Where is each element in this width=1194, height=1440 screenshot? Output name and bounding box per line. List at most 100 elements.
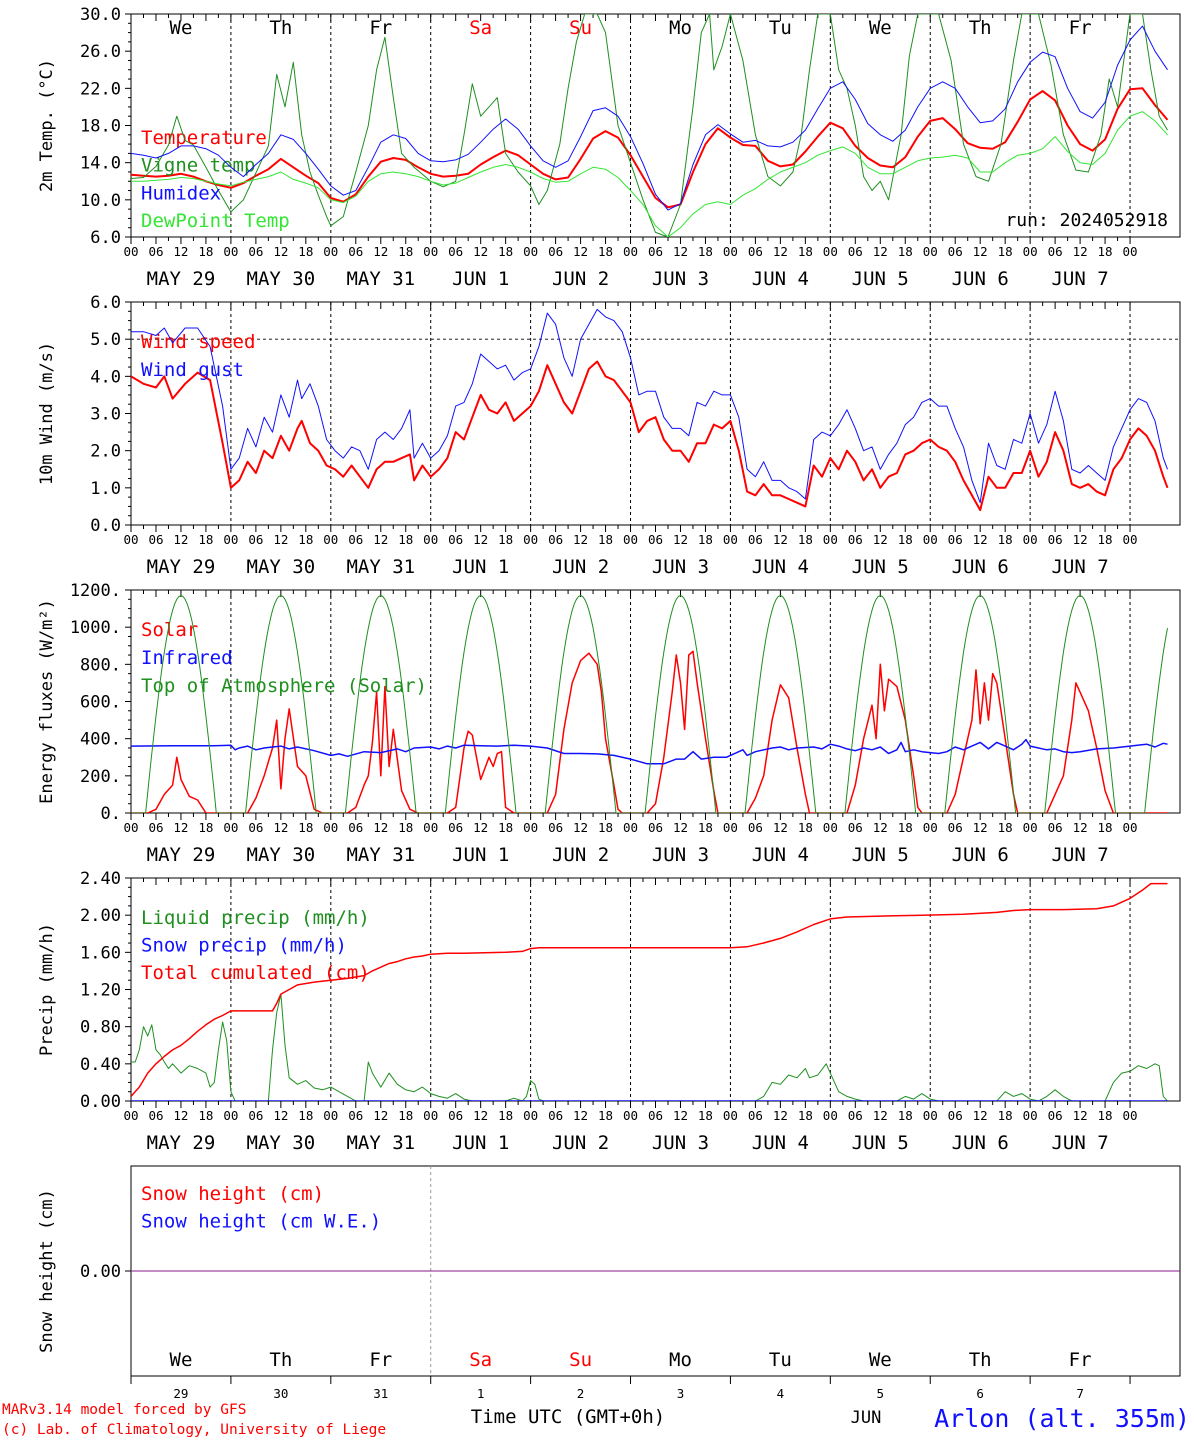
hour-label: 12 xyxy=(373,244,388,259)
hour-label: 06 xyxy=(948,244,963,259)
hour-label: 18 xyxy=(798,1108,813,1123)
legend-humidex: Humidex xyxy=(141,182,221,204)
series-line-top-of-atmosphere-solar- xyxy=(131,595,1168,813)
hour-label: 06 xyxy=(548,1108,563,1123)
day-number-label: 7 xyxy=(1076,1386,1084,1401)
y-tick-label: 200. xyxy=(80,767,121,787)
hour-label: 18 xyxy=(198,1108,213,1123)
hour-label: 00 xyxy=(123,820,138,835)
hour-label: 18 xyxy=(1098,1108,1113,1123)
hour-label: 18 xyxy=(898,532,913,547)
hour-label: 00 xyxy=(223,532,238,547)
series-line-infrared xyxy=(131,738,1168,765)
hour-label: 00 xyxy=(923,532,938,547)
y-tick-label: 0.00 xyxy=(80,1262,121,1282)
hour-label: 06 xyxy=(248,244,263,259)
hour-label: 00 xyxy=(1023,244,1038,259)
hour-label: 00 xyxy=(323,244,338,259)
date-label: JUN 1 xyxy=(452,268,509,290)
hour-label: 00 xyxy=(423,244,438,259)
date-label: MAY 31 xyxy=(346,268,415,290)
day-of-week-label: Fr xyxy=(369,1349,392,1371)
hour-label: 06 xyxy=(1048,1108,1063,1123)
y-axis-label: Energy fluxes (W/m²) xyxy=(37,599,57,804)
day-of-week-label: We xyxy=(869,17,892,39)
hour-label: 18 xyxy=(298,532,313,547)
date-label: MAY 29 xyxy=(147,844,216,866)
date-label: JUN 2 xyxy=(552,844,609,866)
legend-total-cumulated-cm-: Total cumulated (cm) xyxy=(141,962,370,984)
y-tick-label: 2.40 xyxy=(80,869,121,889)
y-tick-label: 6.0 xyxy=(90,228,121,248)
y-axis-label: Snow height (cm) xyxy=(37,1189,57,1353)
legend-liquid-precip-mm-h-: Liquid precip (mm/h) xyxy=(141,907,370,929)
hour-label: 12 xyxy=(373,820,388,835)
series-line-wind-gust xyxy=(131,308,1168,504)
hour-label: 00 xyxy=(723,820,738,835)
hour-label: 06 xyxy=(648,820,663,835)
date-label: MAY 30 xyxy=(247,844,316,866)
hour-label: 12 xyxy=(873,820,888,835)
hour-label: 00 xyxy=(1023,820,1038,835)
hour-label: 06 xyxy=(548,532,563,547)
hour-label: 12 xyxy=(873,244,888,259)
hour-label: 00 xyxy=(523,244,538,259)
hour-label: 06 xyxy=(348,1108,363,1123)
hour-label: 18 xyxy=(1098,244,1113,259)
hour-label: 00 xyxy=(1123,1108,1138,1123)
date-label: JUN 7 xyxy=(1051,1132,1108,1154)
date-label: MAY 29 xyxy=(147,268,216,290)
hour-label: 00 xyxy=(823,1108,838,1123)
hour-label: 18 xyxy=(398,532,413,547)
hour-label: 00 xyxy=(1023,532,1038,547)
day-of-week-label: Sa xyxy=(469,17,492,39)
series-line-liquid-precip-mm-h- xyxy=(131,993,1168,1101)
day-of-week-label: We xyxy=(869,1349,892,1371)
hour-label: 12 xyxy=(773,532,788,547)
date-label: MAY 31 xyxy=(346,556,415,578)
hour-label: 12 xyxy=(973,244,988,259)
hour-label: 00 xyxy=(1123,532,1138,547)
hour-label: 12 xyxy=(1073,244,1088,259)
date-label: JUN 5 xyxy=(852,268,909,290)
hour-label: 18 xyxy=(998,820,1013,835)
hour-label: 06 xyxy=(1048,820,1063,835)
y-tick-label: 400. xyxy=(80,730,121,750)
hour-label: 18 xyxy=(798,820,813,835)
hour-label: 00 xyxy=(823,820,838,835)
series-line-total-cumulated-cm- xyxy=(131,882,1168,1097)
legend-wind-gust: Wind gust xyxy=(141,359,244,381)
hour-label: 06 xyxy=(1048,532,1063,547)
hour-label: 18 xyxy=(998,532,1013,547)
hour-label: 12 xyxy=(173,244,188,259)
hour-label: 00 xyxy=(523,1108,538,1123)
hour-label: 12 xyxy=(373,532,388,547)
date-label: JUN 7 xyxy=(1051,556,1108,578)
date-label: JUN 6 xyxy=(952,1132,1009,1154)
legend-snow-precip-mm-h-: Snow precip (mm/h) xyxy=(141,935,347,957)
hour-label: 06 xyxy=(148,244,163,259)
hour-label: 00 xyxy=(823,244,838,259)
date-label: MAY 31 xyxy=(346,1132,415,1154)
hour-label: 18 xyxy=(198,244,213,259)
hour-label: 18 xyxy=(498,1108,513,1123)
series-line-dewpoint-temp xyxy=(131,111,1168,237)
hour-label: 00 xyxy=(1123,820,1138,835)
hour-label: 06 xyxy=(248,820,263,835)
hour-label: 00 xyxy=(923,1108,938,1123)
y-tick-label: 18.0 xyxy=(80,117,121,137)
hour-label: 00 xyxy=(223,820,238,835)
hour-label: 06 xyxy=(248,532,263,547)
day-of-week-label: Mo xyxy=(669,17,692,39)
hour-label: 06 xyxy=(648,532,663,547)
hour-label: 06 xyxy=(948,820,963,835)
hour-label: 18 xyxy=(698,532,713,547)
date-label: JUN 1 xyxy=(452,1132,509,1154)
date-label: MAY 30 xyxy=(247,556,316,578)
day-of-week-label: Th xyxy=(969,1349,992,1371)
date-label: MAY 30 xyxy=(247,268,316,290)
hour-label: 18 xyxy=(198,820,213,835)
hour-label: 00 xyxy=(1023,1108,1038,1123)
hour-label: 06 xyxy=(348,820,363,835)
hour-label: 12 xyxy=(273,244,288,259)
